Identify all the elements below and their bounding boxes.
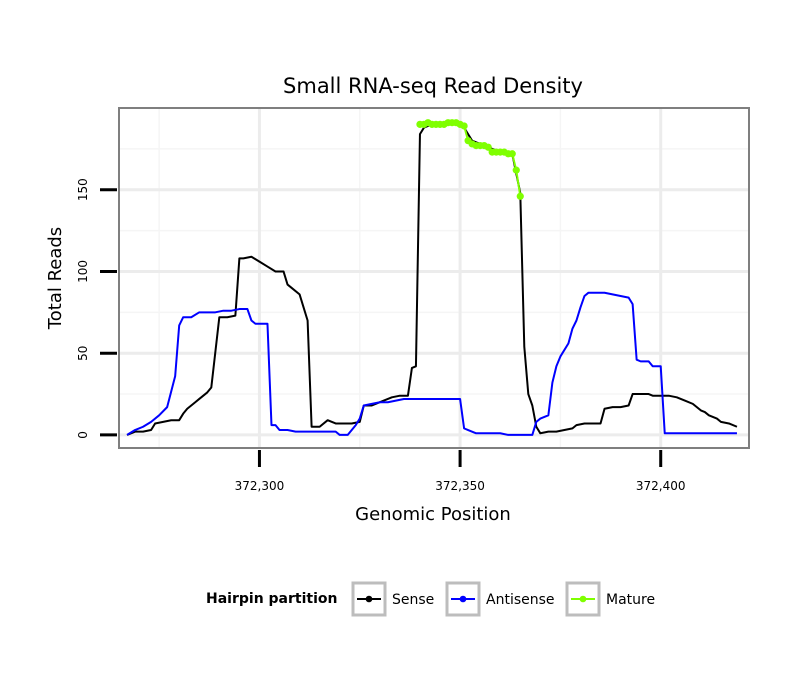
point-mature-25: [516, 192, 524, 200]
plot-panel: [119, 108, 749, 448]
series-antisense: [126, 291, 737, 436]
x-tick-label-1: 372,350: [435, 479, 485, 493]
y-axis-label: Total Reads: [45, 227, 66, 330]
series-line-antisense: [126, 291, 737, 436]
legend-label-antisense: Antisense: [486, 592, 555, 608]
x-tick-label-0: 372,300: [235, 479, 285, 493]
legend-key-dot-sense: [365, 595, 373, 603]
legend-label-sense: Sense: [392, 592, 434, 608]
point-mature-24: [512, 166, 520, 174]
grid-lines: [119, 108, 749, 448]
y-tick-label-1: 50: [76, 346, 90, 361]
y-tick-label-2: 100: [76, 260, 90, 283]
legend-key-dot-antisense: [459, 595, 467, 603]
y-tick-label-3: 150: [76, 178, 90, 201]
legend-item-sense: Sense: [351, 581, 434, 617]
point-mature-17: [484, 143, 492, 151]
legend-title: Hairpin partition: [206, 591, 337, 607]
legend-item-antisense: Antisense: [445, 581, 555, 617]
point-mature-11: [460, 122, 468, 130]
point-mature-23: [508, 150, 516, 158]
axes: 0 50 100 150 372,300 372,350 372,400: [76, 178, 686, 493]
y-tick-label-0: 0: [76, 431, 90, 439]
plot-panel-border: [118, 107, 750, 449]
legend-item-mature: Mature: [565, 581, 655, 617]
x-axis-label: Genomic Position: [355, 504, 511, 525]
legend-key-dot-mature: [579, 595, 587, 603]
series-mature: [416, 119, 524, 200]
chart-title: Small RNA-seq Read Density: [283, 74, 583, 98]
legend-label-mature: Mature: [606, 592, 655, 608]
series-layer: [126, 119, 738, 436]
x-tick-label-2: 372,400: [636, 479, 686, 493]
legend-entries: Sense Antisense Mature: [351, 581, 655, 617]
legend: Hairpin partition Sense Antisense Mature: [206, 581, 655, 617]
